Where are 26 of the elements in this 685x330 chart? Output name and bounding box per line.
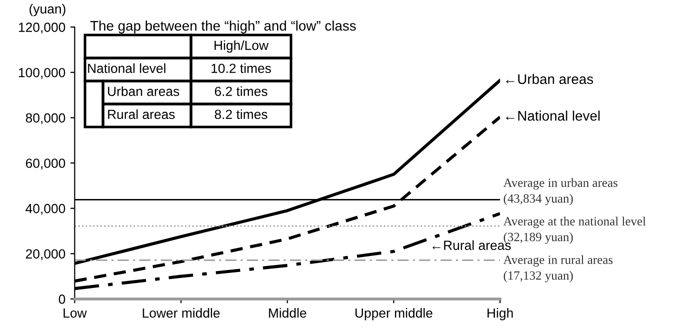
annotation: National level [88, 63, 166, 74]
y-tick-label: 20,000 [26, 249, 66, 260]
x-tick-label: Lower middle [142, 308, 220, 318]
annotation: Rural areas [108, 109, 175, 120]
ref-line-label: Average in urban areas (43,834 yuan) [503, 178, 618, 206]
ref-line-label: Average at the national level (32,189 yuan) [503, 216, 646, 244]
annotation: 6.2 times [214, 86, 268, 96]
series-label: ←National level [506, 110, 600, 121]
x-tick-label: High [488, 308, 513, 320]
y-tick-label: 0 [58, 294, 66, 304]
series-label: ←Urban areas [506, 74, 594, 84]
y-tick-label: 40,000 [26, 204, 66, 215]
x-tick-label: Low [64, 308, 87, 318]
annotation: The gap between the “high” and “low” class [90, 20, 356, 34]
annotation: 8.2 times [214, 109, 268, 120]
y-tick-label: 100,000 [18, 68, 66, 79]
y-tick-label: 60,000 [26, 158, 66, 170]
x-tick-label: Middle [269, 308, 306, 318]
x-tick-label: Upper middle [355, 308, 432, 320]
annotation: 10.2 times [212, 63, 271, 74]
annotation: High/Low [214, 40, 269, 53]
annotation: Urban areas [108, 86, 180, 96]
y-tick-label: 120,000 [18, 22, 66, 34]
ref-line-label: Average in rural areas (17,132 yuan) [503, 255, 613, 282]
y-axis-title: (yuan) [30, 4, 66, 16]
y-tick-label: 80,000 [26, 113, 66, 124]
